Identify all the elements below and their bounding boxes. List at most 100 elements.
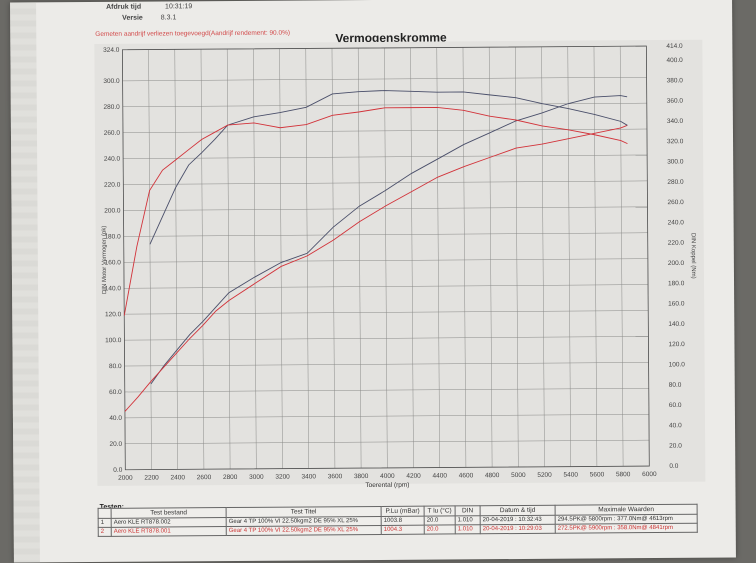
grid-line-horizontal: [123, 206, 648, 211]
x-tick-label: 2600: [197, 474, 212, 481]
y-right-tick-label: 0.0: [669, 463, 678, 470]
y-right-tick-label: 180.0: [668, 280, 685, 287]
y-left-tick-label: 0.0: [113, 467, 122, 474]
y-right-tick-label: 20.0: [669, 443, 682, 450]
left-axis-ticks: 0.0 20.0 40.0 60.0 80.0 100.0 120.0 140.0 160.0 1…: [103, 47, 123, 474]
y-right-tick-label: 280.0: [667, 179, 684, 186]
x-tick-label: 3800: [354, 473, 369, 480]
x-tick-label: 3200: [275, 474, 290, 481]
y-axis-right-label: DIN Koppel (Nm): [690, 233, 696, 279]
x-tick-label: 3600: [328, 473, 343, 480]
grid-line-vertical: [148, 49, 152, 470]
y-axis-left-label: DIN Motor Vermogen (pk): [102, 226, 108, 294]
grid-line-horizontal: [122, 128, 647, 133]
series-run2-power: [124, 124, 628, 412]
y-left-tick-label: 160.0: [105, 259, 122, 266]
x-tick-label: 4200: [406, 473, 421, 480]
y-left-tick-label: 240.0: [104, 156, 121, 163]
y-right-tick-label: 400.0: [666, 57, 683, 64]
x-tick-label: 4400: [433, 472, 448, 479]
x-tick-label: 5600: [590, 471, 605, 478]
x-axis-label: Toerental (rpm): [365, 482, 409, 489]
x-tick-label: 2400: [171, 474, 186, 481]
x-tick-label: 2000: [118, 475, 133, 482]
row2-din: 1.010: [455, 524, 481, 534]
grid-line-horizontal: [124, 336, 649, 341]
grid-line-horizontal: [124, 310, 649, 315]
y-right-tick-label: 160.0: [668, 301, 685, 308]
row2-max: 272.5PK@ 5900rpm : 358.0Nm@ 4841rpm: [555, 523, 698, 534]
grid-line-horizontal: [125, 439, 650, 445]
grid-line-vertical: [305, 48, 309, 469]
power-torque-chart: 0.0 20.0 40.0 60.0 80.0 100.0 120.0 140.0 160.0 1…: [102, 43, 696, 489]
x-tick-label: 5400: [564, 472, 579, 479]
x-tick-label: 3400: [302, 473, 317, 480]
grid-line-vertical: [384, 47, 388, 468]
grid-line-vertical: [593, 46, 598, 467]
col-pressure: P.Lu (mBar): [381, 506, 425, 517]
x-tick-label: 4600: [459, 472, 474, 479]
row2-pressure: 1004.3: [381, 525, 425, 535]
y-right-tick-label: 220.0: [668, 240, 685, 247]
y-left-tick-label: 100.0: [105, 337, 122, 344]
grid-line-horizontal: [123, 232, 648, 237]
grid-line-vertical: [410, 47, 414, 468]
x-tick-label: 3000: [249, 474, 264, 481]
y-right-tick-label: 300.0: [667, 158, 684, 165]
series-lines: [123, 90, 628, 412]
col-din: DIN: [455, 505, 481, 516]
grid-line-horizontal: [124, 413, 649, 419]
x-tick-label: 4800: [485, 472, 500, 479]
grid-line-vertical: [279, 48, 283, 469]
grid-line-horizontal: [124, 284, 649, 289]
y-left-tick-label: 80.0: [109, 363, 122, 370]
grid-line-horizontal: [122, 76, 647, 82]
y-left-tick-label: 40.0: [109, 415, 122, 422]
grid-line-horizontal: [122, 102, 647, 108]
row2-index: 2: [98, 527, 112, 537]
grid-line-vertical: [357, 48, 362, 469]
grid-line-vertical: [174, 49, 178, 470]
plot-frame: [121, 45, 650, 471]
row2-file: Aero KLE RT878.001: [111, 526, 227, 537]
x-tick-label: 2800: [223, 474, 238, 481]
grid-line-vertical: [331, 48, 336, 469]
grid-line-horizontal: [124, 362, 649, 367]
grid-line-horizontal: [123, 258, 648, 263]
x-tick-label: 5200: [537, 472, 552, 479]
y-left-tick-label: 280.0: [103, 104, 120, 111]
y-right-tick-label: 320.0: [667, 138, 684, 145]
right-axis-ticks: 0.0 20.0 40.0 60.0 80.0 100.0 120.0 140.0 160.0 1…: [666, 43, 686, 470]
x-axis-ticks: 2000 2200 2400 2600 2800 3000 3200 3400 3600 3800…: [118, 471, 657, 482]
row1-temp: 20.0: [424, 515, 456, 526]
y-right-tick-label: 380.0: [667, 77, 684, 84]
y-left-tick-label: 180.0: [104, 233, 121, 240]
row2-temp: 20.0: [424, 524, 456, 535]
y-right-tick-label: 140.0: [668, 321, 685, 328]
y-right-tick-label: 100.0: [669, 361, 686, 368]
col-index: [98, 508, 112, 519]
grid-line-vertical: [226, 49, 231, 470]
y-right-tick-label: 120.0: [668, 341, 685, 348]
series-run2-torque: [123, 106, 628, 316]
series-run1-power: [150, 95, 628, 385]
y-right-tick-label: 360.0: [667, 98, 684, 105]
row1-din: 1.010: [455, 515, 481, 525]
grid-line-horizontal: [123, 180, 648, 185]
y-left-tick-label: 260.0: [104, 130, 121, 137]
grid-line-vertical: [488, 47, 493, 468]
y-left-tick-label: 140.0: [105, 285, 122, 292]
x-tick-label: 4000: [380, 473, 395, 480]
y-left-tick-label: 120.0: [105, 311, 122, 318]
row1-index: 1: [98, 518, 112, 528]
grid-line-vertical: [619, 46, 624, 467]
row2-datetime: 20-04-2019 : 10:29:03: [480, 524, 556, 534]
row1-pressure: 1003.8: [381, 516, 425, 526]
x-tick-label: 6000: [642, 471, 657, 478]
series-run1-torque: [149, 90, 628, 245]
y-left-tick-label: 220.0: [104, 182, 121, 189]
y-left-tick-label: 324.0: [103, 47, 120, 54]
y-left-tick-label: 20.0: [109, 441, 122, 448]
x-tick-label: 5000: [511, 472, 526, 479]
grid-line-vertical: [253, 48, 257, 469]
